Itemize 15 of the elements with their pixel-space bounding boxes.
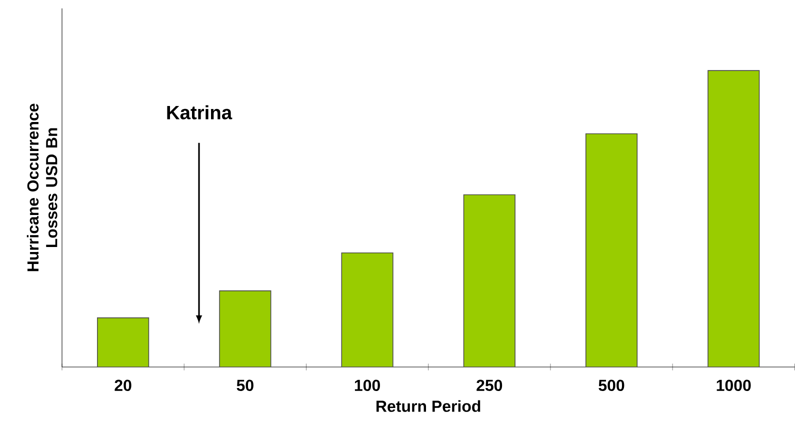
x-tick-label: 50 [236,380,254,392]
x-tick-label: 500 [598,380,624,392]
bar [219,290,272,367]
x-tick-label: 20 [114,380,132,392]
bar [585,133,638,367]
x-axis-title: Return Period [376,400,480,412]
x-tick-label: 250 [476,380,502,392]
bar [463,194,516,367]
annotation: Katrina [167,105,232,120]
x-tick-label: 1000 [716,380,751,392]
bar [341,252,394,367]
x-tick-label: 100 [354,380,380,392]
y-axis-title: Hurricane Occurrence Losses USD Bn [26,104,58,272]
bar [97,317,150,367]
bar [708,70,760,367]
